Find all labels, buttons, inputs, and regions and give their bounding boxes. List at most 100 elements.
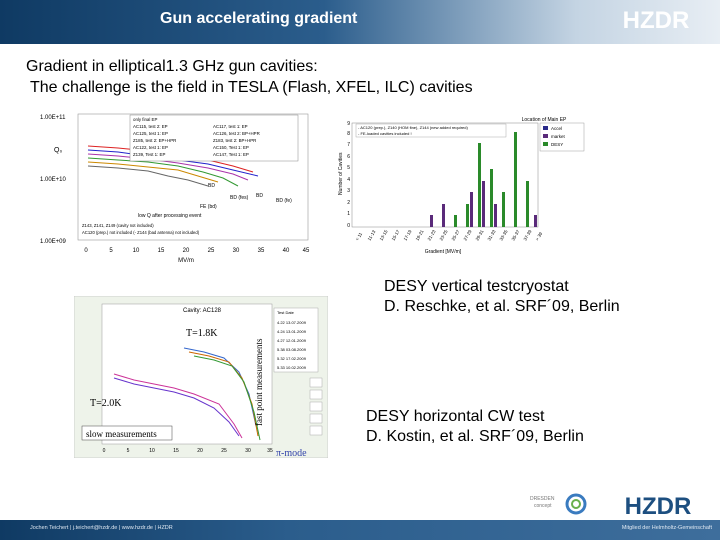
svg-text:AC150, Test 1: EP: AC150, Test 1: EP bbox=[213, 145, 249, 150]
svg-text:DESY: DESY bbox=[551, 142, 563, 147]
notes-box bbox=[355, 123, 507, 138]
svg-text:27-29: 27-29 bbox=[463, 229, 473, 242]
y-tick-label: 1.00E+10 bbox=[40, 177, 67, 183]
hzdr-logo-footer: HZDR bbox=[625, 493, 692, 518]
q0-vs-gradient-plot: 1.00E+11 1.00E+10 1.00E+09 Q₀ 0 5 10 15 … bbox=[40, 113, 310, 264]
svg-text:market: market bbox=[551, 134, 566, 139]
test-date-table bbox=[273, 307, 319, 373]
svg-text:BD: BD bbox=[256, 193, 263, 199]
svg-text:AC125, test 1: EP: AC125, test 1: EP bbox=[133, 131, 168, 136]
svg-text:2: 2 bbox=[347, 200, 350, 206]
svg-text:5: 5 bbox=[347, 165, 350, 171]
svg-text:4.27 12.01.2009: 4.27 12.01.2009 bbox=[277, 338, 307, 343]
y-tick-labels: 0 1 2 3 4 5 6 7 8 9 bbox=[347, 121, 350, 229]
svg-text:33-35: 33-35 bbox=[499, 229, 509, 242]
y-axis-label: Number of Cavities bbox=[338, 152, 344, 195]
svg-text:0: 0 bbox=[347, 223, 350, 229]
svg-text:HZDR: HZDR bbox=[623, 7, 690, 32]
x-axis-unit: MV/m bbox=[178, 258, 194, 264]
cavity-label: Cavity: AC128 bbox=[183, 308, 222, 314]
caption-vertical-test: DESY vertical testcryostat D. Reschke, e… bbox=[384, 277, 620, 317]
fig1-notes: Z143, Z141, Z149 (cavity not included) A… bbox=[82, 223, 200, 235]
fig1-annotations: BD BD (fes) FE (bd) BD BD (fe) low Q aft… bbox=[138, 183, 292, 219]
svg-text:15-17: 15-17 bbox=[391, 229, 401, 242]
svg-text:21-23: 21-23 bbox=[427, 229, 437, 242]
hzdr-logo: HZDR bbox=[623, 7, 690, 32]
svg-text:Test Date: Test Date bbox=[277, 310, 295, 315]
histogram-title: Location of Main EP bbox=[522, 117, 567, 123]
temp-18k-label: T=1.8K bbox=[186, 328, 218, 339]
svg-text:0: 0 bbox=[84, 248, 88, 254]
svg-text:5.33 10.02.2009: 5.33 10.02.2009 bbox=[277, 365, 307, 370]
svg-text:29-31: 29-31 bbox=[475, 229, 485, 242]
caption-line: DESY vertical testcryostat bbox=[384, 278, 569, 295]
svg-text:31-33: 31-33 bbox=[487, 229, 497, 242]
svg-text:10: 10 bbox=[133, 248, 140, 254]
footer-bar: Jochen Teichert | j.teichert@hzdr.de | w… bbox=[0, 520, 720, 540]
svg-text:11-13: 11-13 bbox=[367, 229, 377, 242]
svg-text:6: 6 bbox=[347, 154, 350, 160]
svg-text:AC147, Test 1: EP: AC147, Test 1: EP bbox=[213, 152, 249, 157]
svg-text:13-15: 13-15 bbox=[379, 229, 389, 242]
svg-text:concept: concept bbox=[534, 503, 552, 509]
svg-text:4: 4 bbox=[347, 177, 350, 183]
caption-line: D. Kostin, et al. SRF´09, Berlin bbox=[366, 428, 584, 445]
svg-text:Z143, Z141, Z149 (cavity not i: Z143, Z141, Z149 (cavity not included) bbox=[82, 223, 154, 228]
headline: Gradient in elliptical1.3 GHz gun caviti… bbox=[26, 56, 473, 98]
svg-text:AC122, test 1: EP: AC122, test 1: EP bbox=[133, 145, 168, 150]
caption-horizontal-test: DESY horizontal CW test D. Kostin, et al… bbox=[366, 407, 584, 447]
plot-area bbox=[101, 303, 273, 445]
svg-text:FE (bd): FE (bd) bbox=[200, 204, 217, 210]
svg-text:15: 15 bbox=[158, 248, 165, 254]
svg-text:10: 10 bbox=[149, 448, 155, 454]
svg-text:5: 5 bbox=[109, 248, 113, 254]
svg-text:3: 3 bbox=[347, 188, 350, 194]
y-tick-label: 1.00E+11 bbox=[40, 115, 66, 121]
footer-author: Jochen Teichert | j.teichert@hzdr.de | w… bbox=[30, 525, 173, 531]
caption-line: D. Reschke, et al. SRF´09, Berlin bbox=[384, 298, 620, 315]
legend-box bbox=[129, 114, 299, 162]
svg-text:40: 40 bbox=[283, 248, 290, 254]
svg-text:5.32 17.02.2009: 5.32 17.02.2009 bbox=[277, 356, 307, 361]
svg-text:9: 9 bbox=[347, 121, 350, 127]
temp-20k-label: T=2.0K bbox=[90, 398, 122, 409]
svg-text:4.22 13.07.2009: 4.22 13.07.2009 bbox=[277, 320, 307, 325]
svg-text:AC115, test 2: EP: AC115, test 2: EP bbox=[133, 124, 168, 129]
header-bar: Gun accelerating gradient HZDR bbox=[0, 0, 720, 44]
svg-text:8: 8 bbox=[347, 131, 350, 137]
svg-text:23-25: 23-25 bbox=[439, 229, 449, 242]
headline-line-1: Gradient in elliptical1.3 GHz gun caviti… bbox=[26, 58, 318, 75]
svg-text:19-21: 19-21 bbox=[415, 229, 425, 242]
svg-text:25-27: 25-27 bbox=[451, 229, 461, 242]
histogram-x-ticks: < 11 11-13 13-15 15-17 17-19 19-21 21-23… bbox=[355, 229, 544, 242]
q0-curves bbox=[87, 145, 259, 187]
svg-text:5.38 03.08.2009: 5.38 03.08.2009 bbox=[277, 347, 307, 352]
svg-text:BD (fes): BD (fes) bbox=[230, 195, 249, 201]
svg-text:HZDR: HZDR bbox=[625, 493, 692, 518]
y-tick-label: 1.00E+09 bbox=[40, 239, 67, 245]
footer-membership: Mitglied der Helmholtz-Gemeinschaft bbox=[621, 525, 712, 531]
svg-text:AC126, test 2: BP+HPR: AC126, test 2: BP+HPR bbox=[213, 131, 260, 136]
caption-line: DESY horizontal CW test bbox=[366, 408, 545, 425]
svg-text:AC120 (prep.) not included (-: AC120 (prep.) not included (- Z144 (bad … bbox=[82, 230, 200, 235]
svg-text:> 39: > 39 bbox=[535, 231, 544, 242]
svg-text:Z139, Test 1: EP: Z139, Test 1: EP bbox=[133, 152, 165, 157]
svg-text:35-37: 35-37 bbox=[511, 229, 521, 242]
svg-text:15: 15 bbox=[173, 448, 179, 454]
svg-text:- FE-loaded cavities included: - FE-loaded cavities included ! bbox=[358, 131, 412, 136]
svg-text:35: 35 bbox=[258, 248, 265, 254]
q0-curves-cw bbox=[113, 347, 261, 441]
y-axis-label: Q₀ bbox=[54, 147, 62, 154]
slow-measurement-box bbox=[81, 425, 173, 441]
svg-text:Accel: Accel bbox=[551, 126, 562, 131]
svg-text:Z183, test 2: BP+HPR: Z183, test 2: BP+HPR bbox=[213, 138, 256, 143]
fig3-x-ticks: 0 5 10 15 20 25 30 35 bbox=[103, 448, 273, 454]
svg-text:0: 0 bbox=[103, 448, 106, 454]
svg-text:- AC120 (prep.), Z140 (HOM fin: - AC120 (prep.), Z140 (HOM fine), Z144 (… bbox=[358, 125, 468, 130]
pi-mode-label: π-mode bbox=[276, 448, 307, 458]
svg-text:4.24 13.01.2009: 4.24 13.01.2009 bbox=[277, 329, 307, 334]
dresden-concept-logo: DRESDEN concept bbox=[530, 493, 587, 515]
svg-text:BD: BD bbox=[208, 183, 215, 189]
empty-table-cells bbox=[309, 377, 323, 436]
svg-text:30: 30 bbox=[245, 448, 251, 454]
